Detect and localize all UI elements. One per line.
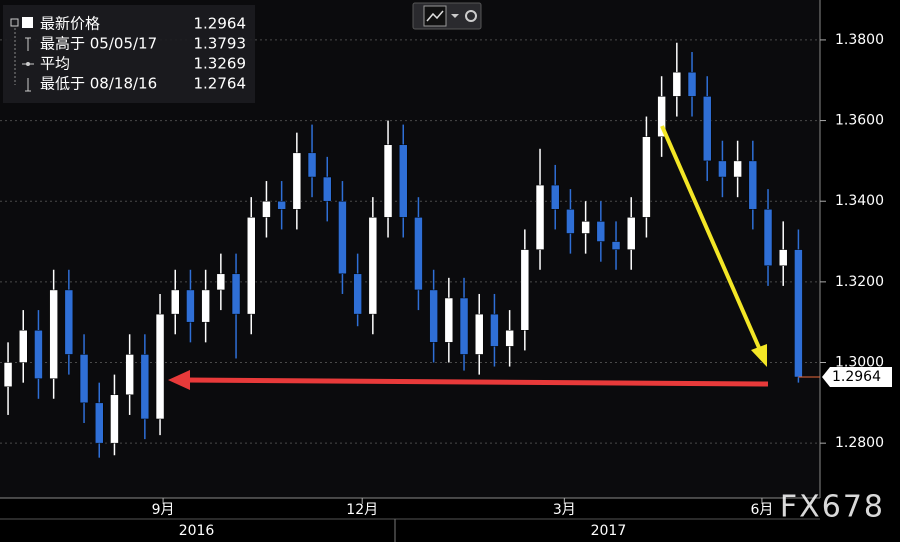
candle-body	[444, 297, 454, 343]
candle-body	[186, 289, 195, 323]
legend-icon	[10, 18, 19, 27]
red-arrow-head	[168, 370, 190, 390]
candle-body	[550, 184, 560, 210]
candle-body	[231, 273, 241, 315]
dropdown-icon[interactable]	[451, 14, 459, 18]
y-tick-label: 1.3400	[835, 193, 884, 209]
candle-body	[155, 313, 165, 420]
x-tick-label: 12月	[346, 502, 378, 518]
candle-body	[49, 289, 58, 379]
legend-icon	[22, 17, 33, 28]
legend-label: 最新价格	[40, 15, 100, 33]
x-year-label: 2017	[591, 523, 627, 539]
x-year-label: 2016	[179, 523, 215, 539]
legend-value: 1.3269	[194, 55, 247, 73]
candle-body	[672, 71, 682, 97]
watermark: FX678	[780, 490, 885, 525]
candle-body	[778, 249, 788, 266]
legend-value: 1.2964	[194, 15, 247, 33]
candle-body	[702, 96, 712, 162]
settings-icon[interactable]	[465, 10, 477, 22]
chart-icon	[426, 10, 444, 22]
candle-body	[566, 209, 575, 234]
candle-body	[110, 394, 119, 444]
x-tick-label: 3月	[553, 502, 576, 518]
candle-body	[687, 71, 697, 97]
candle-body	[414, 217, 423, 291]
last-price-label: 1.2964	[832, 369, 881, 385]
candle-body	[748, 160, 758, 210]
candle-body	[201, 289, 210, 323]
candle-body	[307, 152, 317, 178]
candle-body	[338, 200, 347, 275]
legend-value: 1.2764	[194, 75, 247, 93]
legend-label: 平均	[40, 55, 70, 73]
candle-body	[581, 221, 590, 234]
candle-body	[611, 241, 621, 250]
candle-body	[19, 330, 28, 363]
y-tick-label: 1.3200	[835, 274, 884, 290]
candle-body	[79, 354, 89, 404]
candle-body	[642, 136, 651, 218]
candle-body	[262, 200, 271, 218]
candle-body	[490, 313, 499, 347]
candle-body	[626, 217, 636, 250]
candle-body	[353, 273, 362, 315]
candle-body	[763, 209, 773, 266]
candle-body	[95, 402, 104, 444]
candle-body	[292, 152, 302, 210]
y-tick-label: 1.3000	[835, 355, 884, 371]
candle-body	[733, 160, 742, 178]
candle-body	[398, 144, 408, 218]
candle-body	[657, 96, 666, 137]
candle-body	[520, 249, 530, 331]
candle-body	[216, 273, 226, 291]
candle-body	[64, 289, 74, 355]
candle-body	[277, 200, 286, 210]
candle-body	[34, 330, 43, 379]
legend-icon	[26, 62, 30, 66]
yellow-arrow	[660, 125, 762, 351]
legend-label: 最低于 08/18/16	[40, 75, 157, 93]
candle-body	[170, 289, 180, 315]
candle-body	[535, 184, 545, 250]
legend-box	[3, 5, 255, 103]
toolbar[interactable]	[412, 2, 482, 30]
legend-label: 最高于 05/05/17	[40, 35, 157, 53]
candle-body	[140, 354, 150, 420]
candle-body	[505, 330, 514, 347]
y-tick-label: 1.3600	[835, 113, 884, 129]
legend-value: 1.3793	[194, 35, 247, 53]
candle-body	[322, 176, 332, 202]
last-price-tag	[822, 367, 892, 388]
candle-body	[459, 297, 469, 355]
red-arrow	[184, 377, 769, 387]
candle-body	[596, 221, 606, 242]
candle-body	[383, 144, 393, 218]
x-tick-label: 6月	[750, 502, 773, 518]
candle-body	[429, 289, 438, 343]
candle-body	[246, 217, 256, 315]
candle-body	[125, 354, 134, 396]
candle-body	[794, 249, 803, 378]
y-tick-label: 1.2800	[835, 435, 884, 451]
candle-body	[474, 313, 484, 355]
candle-body	[368, 217, 378, 315]
yellow-arrow-head	[751, 344, 767, 367]
y-tick-label: 1.3800	[835, 32, 884, 48]
x-tick-label: 9月	[152, 502, 175, 518]
candle-body	[718, 160, 727, 178]
candle-body	[3, 362, 13, 387]
